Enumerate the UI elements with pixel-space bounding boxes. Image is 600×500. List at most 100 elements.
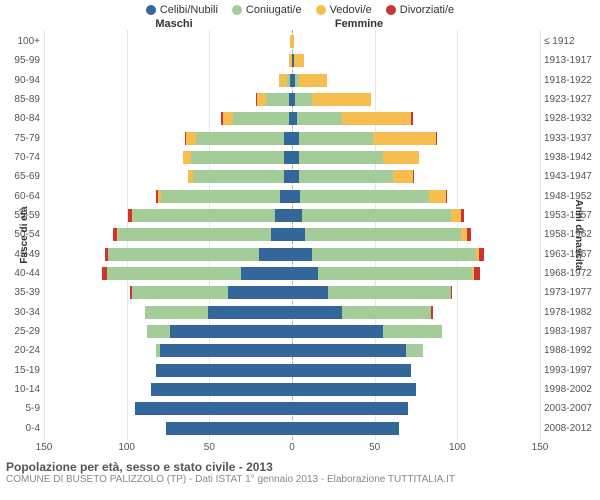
female-bar [292, 209, 464, 222]
bar-segment [451, 286, 453, 299]
male-bar [105, 248, 292, 261]
y-right-label: 1963-1967 [544, 249, 600, 260]
bar-segment [299, 132, 373, 145]
bar-segment [300, 190, 429, 203]
bar-segment [193, 170, 284, 183]
y-left-label: 85-89 [0, 94, 40, 105]
bar-segment [292, 364, 411, 377]
y-right-label: 1973-1977 [544, 287, 600, 298]
legend-swatch [232, 5, 242, 15]
bar-segment [467, 228, 470, 241]
y-left-label: 30-34 [0, 307, 40, 318]
bar-segment [147, 325, 170, 338]
male-bar [185, 132, 292, 145]
bar-segment [279, 74, 287, 87]
male-bar [130, 286, 292, 299]
bar-segment [295, 93, 312, 106]
bar-segment [328, 286, 450, 299]
legend-label: Vedovi/e [330, 4, 372, 16]
bar-segment [292, 248, 312, 261]
male-bar [156, 344, 292, 357]
y-right-label: 1953-1957 [544, 210, 600, 221]
bar-segment [292, 306, 342, 319]
bar-row [44, 130, 540, 146]
bar-segment [318, 267, 472, 280]
y-left-label: 35-39 [0, 287, 40, 298]
female-bar [292, 228, 471, 241]
female-bar [292, 35, 294, 48]
female-bar [292, 344, 423, 357]
female-bar [292, 170, 414, 183]
female-bar [292, 402, 408, 415]
bar-segment [284, 151, 292, 164]
bar-segment [257, 93, 265, 106]
bar-segment [208, 306, 292, 319]
bar-row [44, 72, 540, 88]
female-bar [292, 364, 411, 377]
bar-row [44, 362, 540, 378]
bar-row [44, 169, 540, 185]
bar-segment [284, 170, 292, 183]
male-bar [183, 151, 292, 164]
y-right-label: 1983-1987 [544, 326, 600, 337]
bar-row [44, 420, 540, 436]
legend-item: Celibi/Nubili [146, 4, 218, 16]
male-bar [279, 74, 292, 87]
y-right-label: 1943-1947 [544, 171, 600, 182]
bar-segment [166, 422, 292, 435]
caption-title: Popolazione per età, sesso e stato civil… [6, 460, 594, 474]
male-bar [221, 112, 292, 125]
bar-row [44, 53, 540, 69]
x-tick: 50 [369, 442, 380, 453]
bar-row [44, 92, 540, 108]
y-left-label: 95-99 [0, 55, 40, 66]
bar-row [44, 208, 540, 224]
male-label: Maschi [44, 18, 254, 30]
bar-segment [292, 209, 302, 222]
gridline [540, 30, 541, 440]
bar-row [44, 150, 540, 166]
y-right-label: 1988-1992 [544, 345, 600, 356]
bar-segment [292, 325, 383, 338]
y-right-label: 1968-1972 [544, 268, 600, 279]
female-bar [292, 267, 480, 280]
bar-segment [292, 190, 300, 203]
y-left-label: 60-64 [0, 191, 40, 202]
y-left-label: 20-24 [0, 345, 40, 356]
bar-segment [292, 422, 399, 435]
y-left-label: 100+ [0, 36, 40, 47]
bar-segment [108, 248, 258, 261]
male-bar [113, 228, 292, 241]
bar-segment [436, 132, 438, 145]
male-bar [166, 422, 292, 435]
male-bar [135, 402, 292, 415]
y-right-label: 1918-1922 [544, 75, 600, 86]
bar-row [44, 324, 540, 340]
female-label: Femmine [254, 18, 464, 30]
bar-segment [135, 402, 292, 415]
male-bar [147, 325, 292, 338]
bar-row [44, 266, 540, 282]
x-tick: 0 [289, 442, 295, 453]
bar-row [44, 227, 540, 243]
female-bar [292, 93, 371, 106]
bar-segment [223, 112, 233, 125]
bar-segment [383, 151, 419, 164]
y-right-label: 2003-2007 [544, 403, 600, 414]
female-bar [292, 132, 437, 145]
legend-swatch [316, 5, 326, 15]
bar-segment [151, 383, 292, 396]
male-bar [128, 209, 292, 222]
bar-row [44, 188, 540, 204]
y-right-label: 1948-1952 [544, 191, 600, 202]
x-tick: 50 [204, 442, 215, 453]
bar-segment [196, 132, 284, 145]
female-bar [292, 190, 447, 203]
bar-segment [383, 325, 443, 338]
bar-row [44, 382, 540, 398]
male-bar [102, 267, 292, 280]
x-axis: 15010050050100150 [44, 440, 540, 458]
y-left-label: 40-44 [0, 268, 40, 279]
bar-segment [299, 74, 327, 87]
female-bar [292, 248, 484, 261]
